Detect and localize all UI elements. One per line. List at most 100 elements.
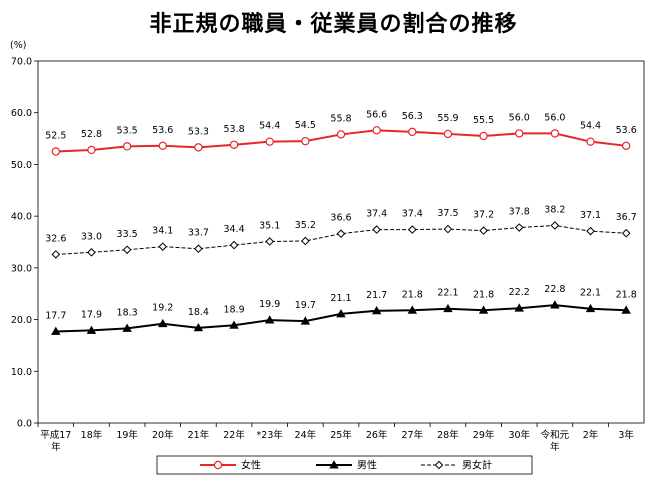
x-tick-label: 20年 bbox=[152, 429, 174, 441]
data-point bbox=[443, 129, 453, 139]
x-tick-label: 28年 bbox=[437, 429, 459, 441]
data-label: 19.2 bbox=[152, 303, 173, 314]
data-point bbox=[550, 221, 560, 230]
data-point bbox=[443, 303, 453, 313]
x-tick-label: 27年 bbox=[401, 429, 423, 441]
x-tick-label: 25年 bbox=[330, 429, 352, 441]
data-label: 37.4 bbox=[402, 209, 423, 220]
legend-marker bbox=[213, 460, 223, 470]
data-point bbox=[194, 143, 203, 152]
data-label: 53.8 bbox=[223, 124, 244, 135]
legend-marker bbox=[434, 460, 444, 470]
data-point bbox=[550, 300, 560, 309]
data-label: 37.5 bbox=[437, 208, 458, 219]
data-point bbox=[86, 325, 97, 334]
x-tick-label: 30年 bbox=[508, 429, 530, 441]
data-label: 53.5 bbox=[117, 125, 138, 136]
data-point bbox=[621, 141, 631, 151]
data-label: 35.1 bbox=[259, 220, 280, 231]
data-point bbox=[300, 316, 311, 325]
legend-label: 女性 bbox=[241, 459, 261, 472]
data-point bbox=[371, 305, 382, 315]
data-point bbox=[158, 141, 167, 151]
data-point bbox=[51, 326, 61, 335]
data-point bbox=[336, 130, 346, 139]
data-point bbox=[229, 320, 239, 329]
data-label: 21.7 bbox=[366, 290, 387, 301]
x-tick-label: 21年 bbox=[188, 429, 210, 441]
data-label: 19.9 bbox=[259, 299, 280, 310]
y-tick-label: 20.0 bbox=[11, 315, 32, 326]
legend-label: 男性 bbox=[357, 459, 377, 472]
data-point bbox=[479, 131, 488, 141]
data-label: 37.4 bbox=[366, 209, 387, 220]
data-point bbox=[408, 127, 417, 137]
data-label: 33.0 bbox=[81, 231, 102, 242]
data-point bbox=[265, 137, 274, 146]
data-point bbox=[586, 226, 595, 236]
x-tick-label: 平成17 bbox=[40, 429, 71, 441]
data-label: 52.5 bbox=[45, 131, 66, 142]
data-point bbox=[621, 305, 631, 314]
data-point bbox=[372, 126, 381, 135]
x-tick-label: 18年 bbox=[81, 429, 103, 441]
data-label: 17.7 bbox=[45, 310, 66, 321]
data-point bbox=[550, 129, 560, 138]
data-label: 56.0 bbox=[544, 112, 565, 123]
data-point bbox=[158, 318, 168, 328]
data-point bbox=[407, 225, 417, 234]
data-label: 21.1 bbox=[330, 293, 351, 304]
x-tick-label: 29年 bbox=[473, 429, 495, 441]
data-label: 55.9 bbox=[437, 113, 458, 124]
data-label: 33.7 bbox=[188, 228, 209, 239]
x-tick-label: 令和元 bbox=[541, 429, 570, 441]
y-tick-label: 40.0 bbox=[11, 212, 32, 223]
y-tick-label: 10.0 bbox=[11, 367, 32, 378]
y-tick-label: 0.0 bbox=[17, 419, 32, 430]
data-label: 37.2 bbox=[473, 210, 494, 221]
x-tick-label: *23年 bbox=[257, 429, 284, 441]
data-point bbox=[621, 228, 631, 238]
chart-title: 非正規の職員・従業員の割合の推移 bbox=[149, 12, 518, 37]
data-label: 22.2 bbox=[509, 287, 530, 298]
data-label: 18.3 bbox=[117, 307, 138, 318]
data-label: 22.1 bbox=[437, 288, 458, 299]
data-label: 35.2 bbox=[295, 220, 316, 231]
data-label: 19.7 bbox=[295, 300, 316, 311]
y-axis-ticks: 0.0 10.0 20.0 30.0 40.0 50.0 60.0 70.0 bbox=[11, 57, 38, 430]
x-tick-label: 24年 bbox=[295, 429, 317, 441]
x-tick-label: 19年 bbox=[116, 429, 138, 441]
data-label: 55.5 bbox=[473, 115, 494, 126]
data-label: 36.6 bbox=[330, 213, 351, 224]
data-point bbox=[194, 244, 203, 254]
data-label: 21.8 bbox=[402, 289, 423, 300]
series-2: 32.6 33.0 33.5 34.1 33.7 34.4 35.1 35.2 36.6 37.4… bbox=[45, 204, 637, 259]
data-label: 54.4 bbox=[259, 121, 280, 132]
data-point bbox=[265, 237, 275, 246]
data-label: 54.5 bbox=[295, 120, 316, 131]
series-0: 52.5 52.8 53.5 53.6 53.3 53.8 54.4 54.5 55.8 56.6… bbox=[45, 109, 637, 156]
series-layer: 52.5 52.8 53.5 53.6 53.3 53.8 54.4 54.5 55.8 56.6… bbox=[45, 109, 637, 335]
data-label: 34.4 bbox=[223, 224, 244, 235]
data-point bbox=[122, 142, 132, 151]
data-label: 56.3 bbox=[402, 111, 423, 122]
data-point bbox=[443, 224, 453, 234]
data-point bbox=[264, 315, 275, 324]
data-point bbox=[336, 229, 346, 239]
x-tick-label: 22年 bbox=[223, 429, 245, 441]
data-point bbox=[407, 305, 418, 314]
data-point bbox=[585, 303, 596, 313]
data-label: 22.8 bbox=[544, 284, 565, 295]
data-label: 52.8 bbox=[81, 129, 102, 140]
series-line bbox=[55, 224, 627, 255]
legend: 女性 男性 男女計 bbox=[156, 455, 533, 475]
series-1: 17.7 17.9 18.3 19.2 18.4 18.9 19.9 19.7 21.1 21.7… bbox=[45, 284, 637, 335]
legend-marker bbox=[329, 460, 339, 469]
data-label: 37.1 bbox=[580, 210, 601, 221]
data-point bbox=[87, 248, 96, 257]
x-tick-label: 3年 bbox=[618, 429, 634, 441]
data-label: 53.6 bbox=[616, 125, 637, 136]
data-point bbox=[515, 129, 524, 138]
y-tick-label: 60.0 bbox=[11, 108, 32, 119]
